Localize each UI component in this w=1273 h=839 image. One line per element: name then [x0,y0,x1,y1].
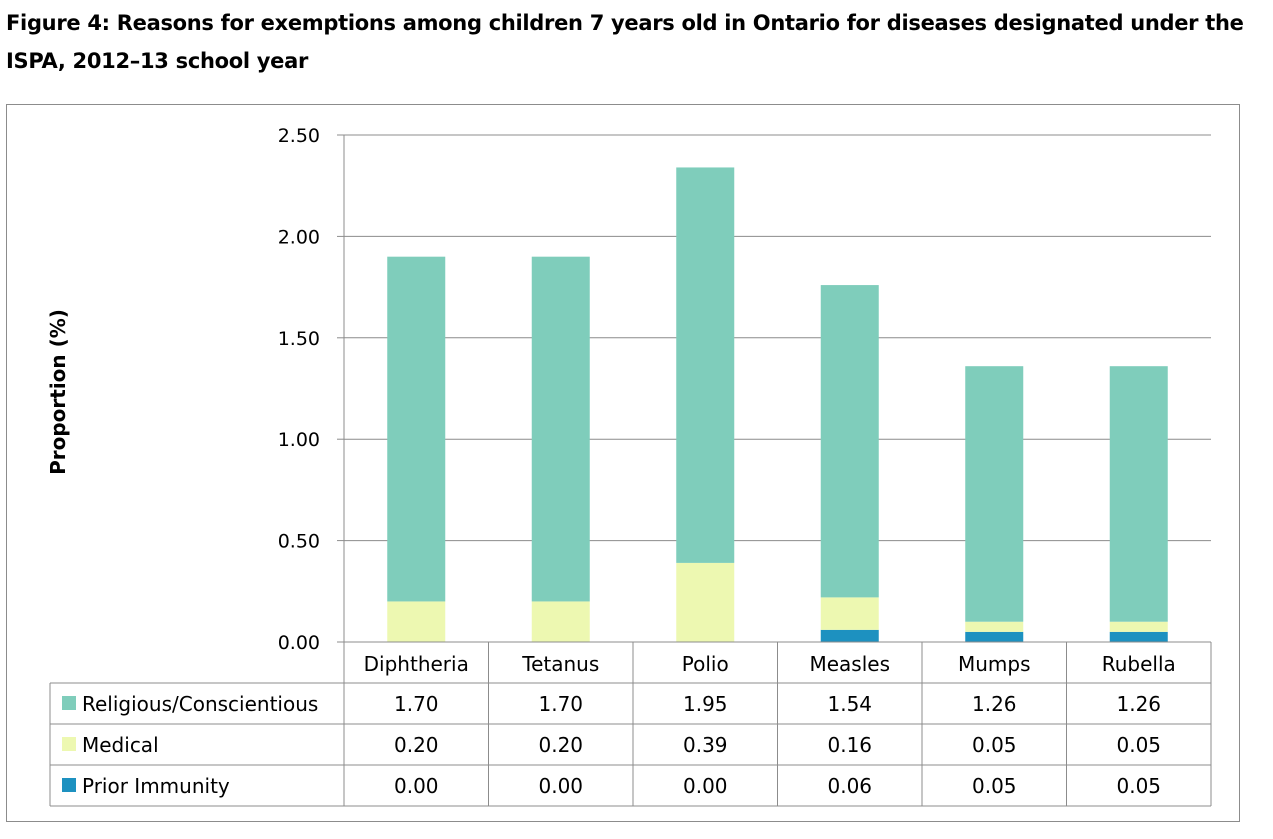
table-cell-value: 0.20 [394,733,439,757]
y-tick-label: 0.00 [278,632,320,654]
y-tick-label: 2.00 [278,226,320,248]
category-label: Mumps [958,652,1031,676]
table-cell-value: 0.00 [538,774,583,798]
table-cell-value: 1.26 [972,692,1017,716]
category-label: Measles [809,652,890,676]
gridlines: 0.00 0.50 1.00 1.50 2.00 2.50 [278,125,1211,654]
table-cell-value: 0.00 [683,774,728,798]
category-label: Polio [682,652,729,676]
table-cell-value: 0.00 [394,774,439,798]
legend-label: Medical [82,733,159,757]
table-cell-value: 0.20 [538,733,583,757]
y-tick-label: 1.50 [278,328,320,350]
bar-religious-conscientious-mumps [965,366,1024,622]
table-cell-value: 0.06 [827,774,872,798]
y-tick-label: 0.50 [278,531,320,553]
y-tick-label: 1.00 [278,429,320,451]
bar-medical-polio [676,562,735,642]
bar-religious-conscientious-diphtheria [387,256,446,602]
legend-label: Prior Immunity [82,774,230,798]
legend-key-prior-immunity [62,778,76,792]
y-tick-label: 2.50 [278,125,320,147]
bar-religious-conscientious-tetanus [531,256,590,602]
bar-prior-immunity-measles [820,629,879,642]
legend-label: Religious/Conscientious [82,692,318,716]
bar-medical-diphtheria [387,601,446,642]
table-cell-value: 0.39 [683,733,728,757]
bar-medical-measles [820,597,879,630]
bars [387,167,1168,642]
table-cell-value: 1.70 [394,692,439,716]
bar-medical-tetanus [531,601,590,642]
bar-religious-conscientious-polio [676,167,735,563]
table-cell-value: 0.05 [972,774,1017,798]
table-cell-value: 1.70 [538,692,583,716]
category-label: Diphtheria [364,652,469,676]
category-label: Tetanus [521,652,599,676]
table-cell-value: 0.05 [1116,733,1161,757]
table-cell-value: 1.26 [1116,692,1161,716]
bar-prior-immunity-mumps [965,631,1024,642]
category-label: Rubella [1102,652,1176,676]
chart-frame [6,104,1240,822]
bar-medical-mumps [965,621,1024,632]
table-cell-value: 0.16 [827,733,872,757]
table-cell-value: 0.05 [1116,774,1161,798]
legend-key-medical [62,737,76,751]
bar-prior-immunity-rubella [1109,631,1168,642]
table-cell-value: 0.05 [972,733,1017,757]
bar-medical-rubella [1109,621,1168,632]
data-table: Diphtheria Tetanus Polio Measles Mumps Rubell… [49,641,1212,807]
y-axis-label: Proportion (%) [46,309,70,475]
table-cell-value: 1.95 [683,692,728,716]
figure-title: Figure 4: Reasons for exemptions among c… [6,11,1244,73]
table-cell-value: 1.54 [827,692,872,716]
legend-key-religious-conscientious [62,696,76,710]
bar-religious-conscientious-rubella [1109,366,1168,622]
bar-religious-conscientious-measles [820,285,879,598]
